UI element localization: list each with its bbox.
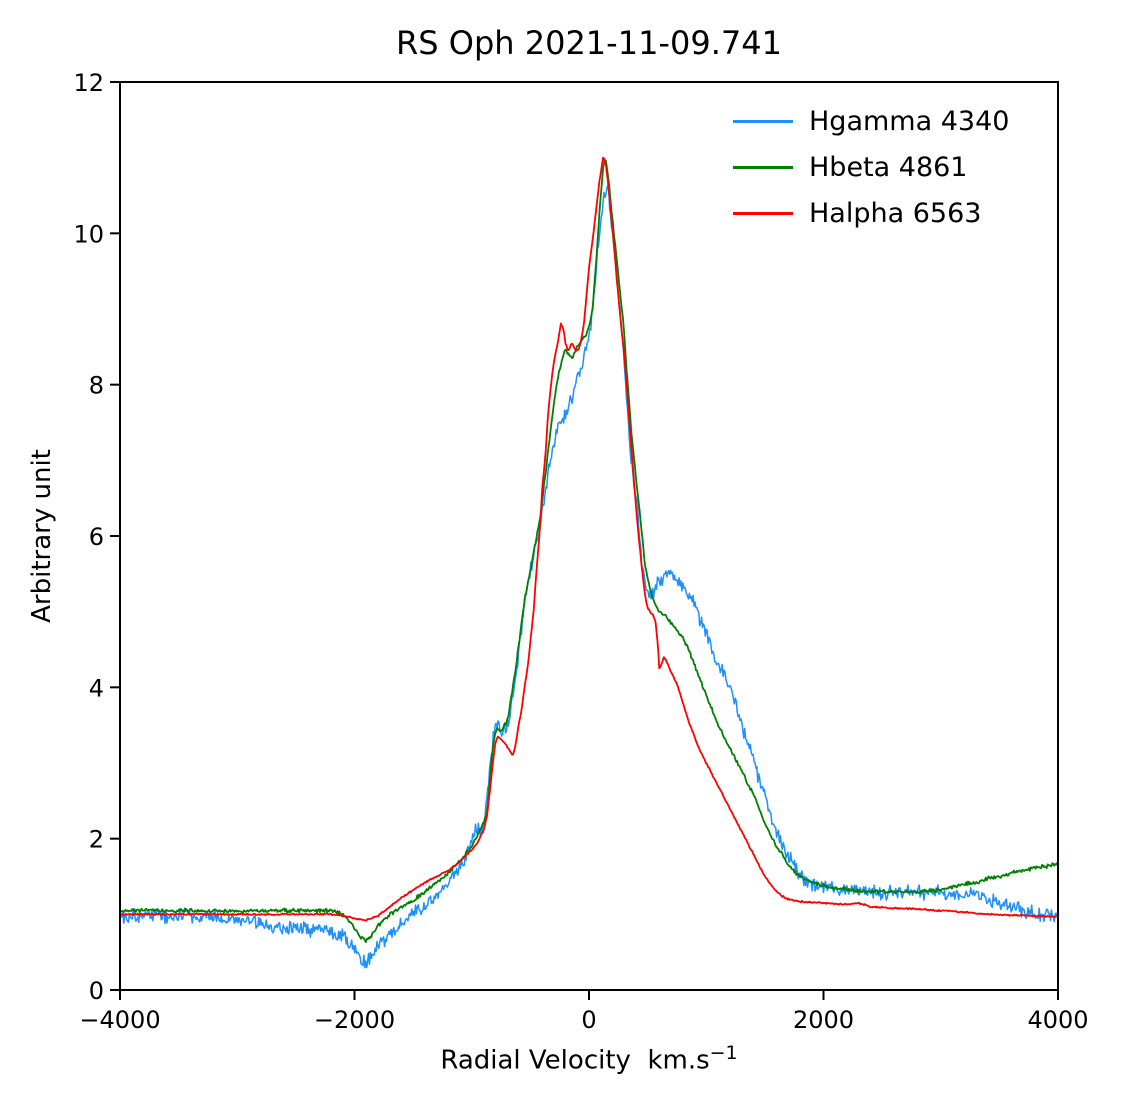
legend-label-halpha: Halpha 6563 bbox=[809, 197, 982, 229]
svg-text:2000: 2000 bbox=[793, 1006, 854, 1034]
svg-text:−2000: −2000 bbox=[314, 1006, 395, 1034]
x-axis-label-text: Radial Velocity km.s bbox=[440, 1045, 710, 1076]
legend-item-hbeta: Hbeta 4861 bbox=[733, 144, 1009, 190]
legend-label-hbeta: Hbeta 4861 bbox=[809, 151, 968, 183]
svg-text:8: 8 bbox=[89, 372, 104, 400]
svg-text:2: 2 bbox=[89, 826, 104, 854]
chart-title: RS Oph 2021-11-09.741 bbox=[396, 24, 782, 62]
svg-text:0: 0 bbox=[89, 977, 104, 1005]
legend-line-swatch-hbeta bbox=[733, 165, 793, 169]
svg-text:10: 10 bbox=[73, 220, 104, 248]
legend: Hgamma 4340 Hbeta 4861 Halpha 6563 bbox=[733, 98, 1009, 236]
legend-line-swatch-hgamma bbox=[733, 119, 793, 123]
legend-item-hgamma: Hgamma 4340 bbox=[733, 98, 1009, 144]
svg-text:12: 12 bbox=[73, 69, 104, 97]
legend-label-hgamma: Hgamma 4340 bbox=[809, 105, 1010, 137]
svg-text:6: 6 bbox=[89, 523, 104, 551]
x-axis-label: Radial Velocity km.s−1 bbox=[120, 1042, 1058, 1076]
legend-item-halpha: Halpha 6563 bbox=[733, 190, 1009, 236]
legend-line-swatch-halpha bbox=[733, 211, 793, 215]
svg-text:4: 4 bbox=[89, 674, 104, 702]
y-axis-label: Arbitrary unit bbox=[27, 449, 57, 623]
svg-text:0: 0 bbox=[581, 1006, 596, 1034]
x-axis-label-exponent: −1 bbox=[709, 1042, 738, 1064]
svg-text:4000: 4000 bbox=[1027, 1006, 1088, 1034]
svg-text:−4000: −4000 bbox=[79, 1006, 160, 1034]
